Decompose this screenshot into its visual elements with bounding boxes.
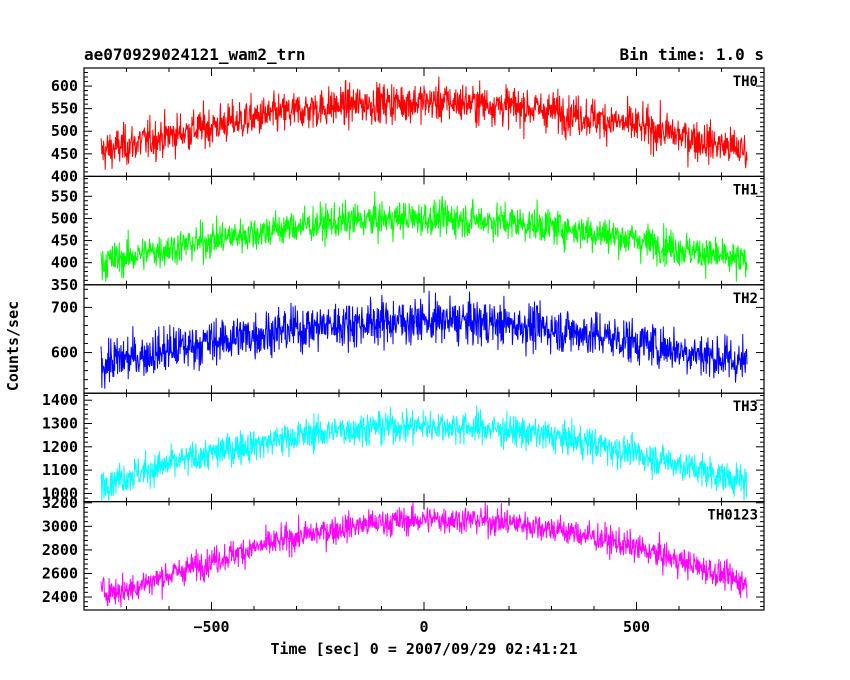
y-tick-label: 2600	[42, 564, 78, 582]
x-tick-label: 0	[419, 618, 428, 636]
panel-label-th3: TH3	[733, 399, 758, 415]
series-line-th0	[100, 76, 748, 170]
plot-title: ae070929024121_wam2_trn	[84, 45, 306, 64]
bin-time-label: Bin time: 1.0 s	[620, 45, 765, 64]
x-axis-title: Time [sec] 0 = 2007/09/29 02:41:21	[270, 640, 577, 658]
y-tick-label: 1100	[42, 461, 78, 479]
panels: 400 450 500 550 600 TH0 350 400 450 500 550 TH1 600 7…	[42, 67, 765, 636]
panel-th0123: 2400 2600 2800 3000 3200 TH0123	[42, 494, 765, 611]
y-tick-label: 550	[51, 100, 78, 118]
y-tick-label: 550	[51, 187, 78, 205]
panel-th2: 600 700 TH2	[51, 284, 765, 394]
y-tick-label: 400	[51, 167, 78, 185]
y-tick-label: 3000	[42, 517, 78, 535]
y-tick-label: 400	[51, 254, 78, 272]
y-tick-label: 350	[51, 276, 78, 294]
y-tick-label: 450	[51, 232, 78, 250]
panel-label-th0123: TH0123	[707, 508, 758, 524]
y-tick-label: 1200	[42, 438, 78, 456]
panel-th1: 350 400 450 500 550 TH1	[51, 175, 765, 294]
y-tick-label: 3200	[42, 494, 78, 512]
y-tick-label: 1000	[42, 484, 78, 502]
series-line-th3	[100, 405, 748, 502]
panel-th3: 1000 1100 1200 1300 1400 TH3	[42, 391, 765, 503]
panel-th0: 400 450 500 550 600 TH0	[51, 67, 765, 185]
panel-label-th2: TH2	[733, 291, 758, 307]
series-line-th2	[100, 290, 748, 389]
panel-frame	[83, 175, 765, 286]
x-tick-label: 500	[623, 618, 650, 636]
y-tick-label: 2800	[42, 541, 78, 559]
y-tick-label: 600	[51, 77, 78, 95]
y-tick-label: 1300	[42, 415, 78, 433]
y-tick-label: 700	[51, 298, 78, 316]
y-tick-label: 500	[51, 122, 78, 140]
series-line-th1	[100, 191, 748, 282]
y-tick-label: 500	[51, 209, 78, 227]
x-tick-label: −500	[193, 618, 229, 636]
panel-frame	[83, 392, 765, 503]
y-tick-label: 1400	[42, 391, 78, 409]
y-tick-label: 450	[51, 145, 78, 163]
panel-label-th1: TH1	[733, 182, 758, 198]
y-tick-label: 600	[51, 344, 78, 362]
series-line-th0123	[100, 501, 748, 608]
y-tick-label: 2400	[42, 588, 78, 606]
y-axis-title: Counts/sec	[4, 301, 22, 391]
panel-frame	[83, 67, 765, 178]
panel-label-th0: TH0	[733, 74, 758, 90]
